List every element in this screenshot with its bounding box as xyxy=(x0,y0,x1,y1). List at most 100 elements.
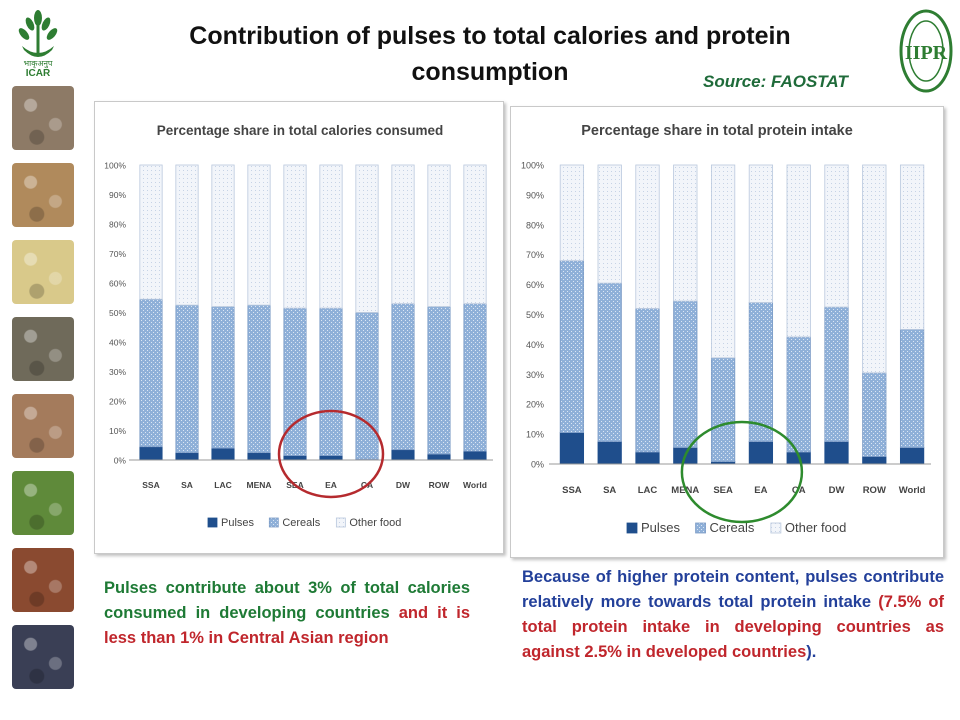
protein-note-part-1: Because of higher protein content, pulse… xyxy=(522,568,944,611)
x-tick-label: ROW xyxy=(863,485,886,496)
legend-swatch-other-food xyxy=(335,517,346,528)
legend-swatch-cereals xyxy=(695,522,706,534)
bar-cereals-world xyxy=(899,329,925,448)
y-tick-label: 0% xyxy=(531,460,544,470)
bar-cereals-sa xyxy=(175,304,199,454)
bar-cereals-sa xyxy=(597,282,622,442)
bar-pulses-mena xyxy=(247,452,271,461)
y-tick-label: 90% xyxy=(526,190,544,200)
legend-label-pulses: Pulses xyxy=(221,517,255,529)
y-tick-label: 80% xyxy=(109,220,126,230)
legend-swatch-cereals xyxy=(268,517,279,528)
legend-label-cereals: Cereals xyxy=(710,520,755,535)
legend-label-other-food: Other food xyxy=(785,520,846,535)
source-label: Source: FAOSTAT xyxy=(703,72,848,91)
bar-other-food-world xyxy=(463,164,487,305)
x-tick-label: SA xyxy=(181,480,193,490)
x-tick-label: SSA xyxy=(142,480,159,490)
bar-pulses-sa xyxy=(175,452,199,461)
y-tick-label: 100% xyxy=(104,161,126,171)
icar-logo: भाकृअनुप ICAR xyxy=(8,8,68,80)
page-title: Contribution of pulses to total calories… xyxy=(130,18,850,90)
y-tick-label: 60% xyxy=(109,279,126,289)
x-tick-label: DW xyxy=(829,485,845,496)
bar-pulses-lac xyxy=(211,447,235,461)
icar-text: ICAR xyxy=(25,68,51,79)
y-tick-label: 100% xyxy=(521,161,544,171)
title-line-1: Contribution of pulses to total calories… xyxy=(189,22,791,50)
bar-cereals-mena xyxy=(247,304,271,454)
y-tick-label: 90% xyxy=(109,190,126,200)
bar-cereals-mena xyxy=(673,300,698,448)
bar-other-food-sa xyxy=(175,164,199,306)
y-tick-label: 0% xyxy=(114,456,127,466)
bar-cereals-dw xyxy=(391,303,415,451)
bar-other-food-sea xyxy=(710,164,736,359)
bar-other-food-ca xyxy=(786,164,811,338)
seed-image-5 xyxy=(12,394,74,458)
calories-note-part-1: Pulses contribute about 3% of total calo… xyxy=(104,579,470,622)
bar-cereals-ca xyxy=(355,312,379,460)
bar-other-food-sa xyxy=(597,164,622,284)
bar-cereals-dw xyxy=(824,306,849,442)
wheat-emblem-icon xyxy=(18,10,58,57)
bar-other-food-sea xyxy=(283,164,307,309)
x-tick-label: SSA xyxy=(562,485,582,496)
y-tick-label: 10% xyxy=(526,430,544,440)
legend-label-pulses: Pulses xyxy=(641,520,681,535)
bar-other-food-ssa xyxy=(559,164,585,262)
bar-other-food-ea xyxy=(319,164,343,309)
x-tick-label: World xyxy=(899,485,926,496)
title-line-2: consumption xyxy=(411,58,569,86)
x-tick-label: EA xyxy=(325,480,337,490)
bar-pulses-row xyxy=(427,453,451,461)
highlight-circle xyxy=(680,420,804,524)
y-tick-label: 40% xyxy=(109,338,126,348)
highlight-circle xyxy=(277,409,385,499)
seed-image-2 xyxy=(12,163,74,227)
y-tick-label: 30% xyxy=(109,367,126,377)
y-tick-label: 20% xyxy=(109,397,126,407)
iipr-logo-text: IIPR xyxy=(905,42,948,64)
bar-cereals-world xyxy=(463,303,487,452)
protein-chart-panel: Percentage share in total protein intake… xyxy=(510,106,944,558)
bar-other-food-row xyxy=(862,164,887,374)
bar-cereals-row xyxy=(862,372,887,457)
x-tick-label: LAC xyxy=(638,485,658,496)
bar-pulses-dw xyxy=(824,441,849,465)
calories-chart: Percentage share in total calories consu… xyxy=(104,123,493,529)
bar-other-food-world xyxy=(899,164,925,330)
calories-chart-panel: Percentage share in total calories consu… xyxy=(94,101,504,554)
bar-pulses-sea xyxy=(283,455,307,461)
bar-pulses-row xyxy=(862,456,887,465)
x-tick-label: SEA xyxy=(713,485,733,496)
bar-cereals-row xyxy=(427,306,451,455)
seed-image-7 xyxy=(12,548,74,612)
bar-pulses-ssa xyxy=(559,432,585,465)
bar-pulses-world xyxy=(463,450,487,461)
y-tick-label: 70% xyxy=(109,249,126,259)
x-tick-label: SA xyxy=(603,485,616,496)
bar-pulses-dw xyxy=(391,449,415,461)
iipr-seal-icon: IIPR xyxy=(899,9,953,93)
legend-swatch-pulses xyxy=(626,522,638,534)
y-tick-label: 30% xyxy=(526,370,544,380)
x-tick-label: World xyxy=(463,480,487,490)
x-tick-label: EA xyxy=(754,485,767,496)
y-tick-label: 50% xyxy=(526,310,544,320)
seed-image-6 xyxy=(12,471,74,535)
bar-other-food-ea xyxy=(748,164,774,303)
seed-image-3 xyxy=(12,240,74,304)
bar-other-food-row xyxy=(427,164,451,308)
bar-other-food-ssa xyxy=(139,164,163,300)
bar-cereals-ssa xyxy=(559,260,585,434)
y-tick-label: 50% xyxy=(109,308,126,318)
bar-other-food-ca xyxy=(355,164,379,313)
legend-label-other-food: Other food xyxy=(349,517,401,529)
chart-title: Percentage share in total protein intake xyxy=(581,123,853,139)
protein-chart: Percentage share in total protein intake… xyxy=(521,123,931,535)
bar-pulses-sa xyxy=(597,441,622,465)
bar-cereals-lac xyxy=(635,308,660,453)
bar-pulses-ssa xyxy=(139,446,163,461)
legend-swatch-pulses xyxy=(207,517,218,528)
